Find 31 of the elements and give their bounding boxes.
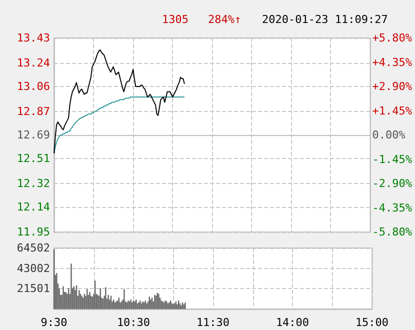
text: 1305 [162,13,188,26]
y2-tick-label: -5.80% [372,226,412,238]
x-tick-label: 14:00 [276,316,310,329]
x-tick-label: 15:00 [355,316,389,329]
y-tick-label: 13.43 [16,32,50,44]
x-tick-label: 11:30 [196,316,230,329]
y-tick-label: 64502 [16,242,50,254]
y-tick-label: 12.32 [16,177,50,190]
y-tick-label: 12.87 [16,104,50,118]
y2-tick-label: -2.90% [372,177,412,190]
y-tick-label: 12.14 [16,200,50,214]
y2-tick-label: +5.80% [372,32,412,44]
y2-tick-label: +4.35% [372,56,412,69]
y-tick-label: 13.06 [16,80,50,93]
y2-tick-label: 0.00% [372,128,406,142]
text: 2020-01-23 11:09:27 [262,13,388,26]
x-tick-label: 10:30 [116,316,150,329]
y-tick-label: 13.24 [16,56,50,70]
line-series [54,49,185,154]
y-tick-label: 12.51 [16,152,50,166]
y-tick-label: 11.95 [16,226,50,238]
y-tick-label: 21501 [16,282,50,296]
x-tick-label: 9:30 [40,316,68,329]
y2-tick-label: +1.45% [372,104,412,118]
y-tick-label: 12.69 [16,128,50,142]
y2-tick-label: -1.45% [372,152,412,166]
y2-tick-label: -4.35% [372,201,412,214]
y-tick-label: 43002 [16,262,50,275]
y2-tick-label: +2.90% [372,80,412,93]
line-series [54,96,185,154]
text: 284%↑ [208,13,242,26]
